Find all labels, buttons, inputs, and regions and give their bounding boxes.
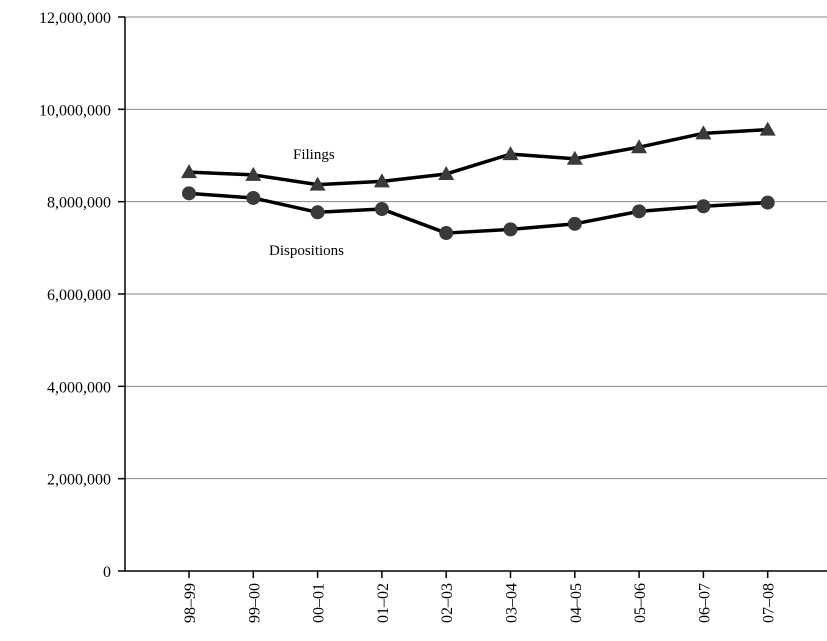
data-point-filings xyxy=(566,150,583,165)
data-point-dispositions xyxy=(182,186,196,201)
series-label-filings: Filings xyxy=(293,147,335,163)
data-point-dispositions xyxy=(696,199,711,214)
series-label-dispositions: Dispositions xyxy=(269,243,344,259)
data-point-filings xyxy=(502,146,519,161)
data-point-dispositions xyxy=(760,195,775,210)
x-tick-label: 07–08 xyxy=(761,583,778,623)
y-tick-label: 8,000,000 xyxy=(47,195,111,212)
x-tick-label: 03–04 xyxy=(504,583,521,623)
x-tick-label: 02–03 xyxy=(439,583,456,623)
data-point-filings xyxy=(309,176,326,191)
y-tick-label: 12,000,000 xyxy=(39,10,111,27)
data-point-dispositions xyxy=(374,202,389,217)
data-point-filings xyxy=(245,166,262,181)
x-tick-label: 98–99 xyxy=(182,583,199,623)
data-point-dispositions xyxy=(310,205,325,220)
gridlines xyxy=(125,16,827,480)
data-point-dispositions xyxy=(503,222,518,237)
x-tick-label: 05–06 xyxy=(632,583,649,623)
x-tick-label: 01–02 xyxy=(375,583,392,623)
y-tick-label: 2,000,000 xyxy=(47,472,111,489)
y-tick-label: 6,000,000 xyxy=(47,287,111,304)
x-tick-label: 04–05 xyxy=(568,583,585,623)
series-line-dispositions xyxy=(188,191,768,235)
data-point-dispositions xyxy=(439,226,454,241)
y-tick-labels: 0 2,000,000 4,000,000 6,000,000 8,000,000 10,… xyxy=(39,10,125,581)
x-tick-labels: 98–99 99–00 00–01 01–02 02–03 03–04 04–05 05–06… xyxy=(182,571,778,623)
x-tick-label: 00–01 xyxy=(311,583,328,623)
series-line-filings xyxy=(188,127,768,187)
data-point-filings xyxy=(631,139,648,154)
y-tick-label: 0 xyxy=(103,564,111,581)
data-point-filings xyxy=(759,121,776,136)
x-tick-label: 06–07 xyxy=(696,583,713,623)
series-group xyxy=(181,121,776,241)
data-point-dispositions xyxy=(567,216,582,231)
data-point-filings xyxy=(181,164,197,179)
data-point-dispositions xyxy=(632,204,647,219)
data-point-filings xyxy=(438,165,455,180)
x-tick-label: 99–00 xyxy=(246,583,263,623)
y-tick-label: 10,000,000 xyxy=(39,102,111,119)
data-point-filings xyxy=(695,125,712,140)
y-tick-label: 4,000,000 xyxy=(47,379,111,396)
data-point-dispositions xyxy=(246,190,261,205)
data-point-filings xyxy=(373,173,390,188)
